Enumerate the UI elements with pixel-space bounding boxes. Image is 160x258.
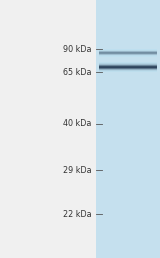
FancyBboxPatch shape xyxy=(99,50,157,51)
FancyBboxPatch shape xyxy=(99,50,157,51)
FancyBboxPatch shape xyxy=(99,54,157,55)
FancyBboxPatch shape xyxy=(99,65,157,66)
Text: 65 kDa: 65 kDa xyxy=(63,68,91,77)
FancyBboxPatch shape xyxy=(99,54,157,55)
FancyBboxPatch shape xyxy=(99,63,157,64)
FancyBboxPatch shape xyxy=(99,52,157,53)
FancyBboxPatch shape xyxy=(99,51,157,52)
FancyBboxPatch shape xyxy=(99,67,157,68)
FancyBboxPatch shape xyxy=(99,62,157,63)
FancyBboxPatch shape xyxy=(99,56,157,57)
FancyBboxPatch shape xyxy=(99,70,157,71)
FancyBboxPatch shape xyxy=(99,65,157,66)
FancyBboxPatch shape xyxy=(99,66,157,67)
FancyBboxPatch shape xyxy=(99,52,157,53)
Text: 40 kDa: 40 kDa xyxy=(63,119,91,128)
FancyBboxPatch shape xyxy=(96,0,160,258)
FancyBboxPatch shape xyxy=(99,53,157,54)
FancyBboxPatch shape xyxy=(99,53,157,54)
FancyBboxPatch shape xyxy=(99,49,157,50)
FancyBboxPatch shape xyxy=(99,49,157,50)
FancyBboxPatch shape xyxy=(99,55,157,56)
Text: 22 kDa: 22 kDa xyxy=(63,210,91,219)
FancyBboxPatch shape xyxy=(99,69,157,70)
FancyBboxPatch shape xyxy=(99,55,157,56)
FancyBboxPatch shape xyxy=(99,53,157,54)
FancyBboxPatch shape xyxy=(99,71,157,72)
FancyBboxPatch shape xyxy=(99,63,157,64)
FancyBboxPatch shape xyxy=(99,55,157,56)
Text: 90 kDa: 90 kDa xyxy=(63,45,91,53)
FancyBboxPatch shape xyxy=(99,70,157,71)
FancyBboxPatch shape xyxy=(99,62,157,63)
FancyBboxPatch shape xyxy=(99,49,157,50)
FancyBboxPatch shape xyxy=(99,69,157,70)
FancyBboxPatch shape xyxy=(99,64,157,65)
FancyBboxPatch shape xyxy=(99,66,157,67)
FancyBboxPatch shape xyxy=(99,67,157,68)
FancyBboxPatch shape xyxy=(99,71,157,72)
FancyBboxPatch shape xyxy=(99,51,157,52)
FancyBboxPatch shape xyxy=(99,68,157,69)
Text: 29 kDa: 29 kDa xyxy=(63,166,91,175)
FancyBboxPatch shape xyxy=(99,64,157,65)
FancyBboxPatch shape xyxy=(99,52,157,53)
FancyBboxPatch shape xyxy=(99,68,157,69)
